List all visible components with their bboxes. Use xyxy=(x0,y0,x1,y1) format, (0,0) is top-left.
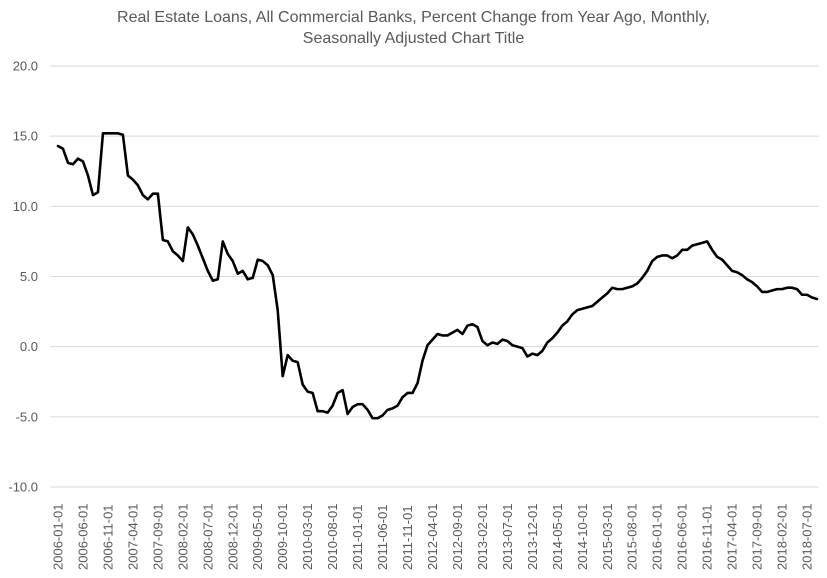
x-tick-label: 2009-10-01 xyxy=(275,504,290,571)
x-tick-label: 2011-11-01 xyxy=(400,505,415,570)
x-tick-label: 2008-02-01 xyxy=(175,504,190,571)
x-tick-label: 2009-05-01 xyxy=(250,504,265,571)
x-tick-label: 2012-09-01 xyxy=(450,504,465,571)
y-tick-label: 20.0 xyxy=(13,59,38,74)
x-axis-tick-labels: 2006-01-01 2006-06-01 2006-11-01 2007-04-01… xyxy=(51,504,815,571)
y-tick-label: 0.0 xyxy=(20,339,38,354)
x-tick-label: 2010-03-01 xyxy=(300,504,315,571)
x-tick-label: 2018-02-01 xyxy=(775,504,790,571)
x-tick-label: 2015-08-01 xyxy=(625,504,640,571)
grid-lines xyxy=(50,65,819,488)
x-tick-label: 2011-01-01 xyxy=(350,504,365,570)
x-tick-label: 2016-06-01 xyxy=(675,504,690,571)
y-tick-label: 10.0 xyxy=(13,199,38,214)
x-tick-label: 2012-04-01 xyxy=(425,504,440,571)
y-tick-label: -10.0 xyxy=(8,480,38,495)
x-tick-label: 2006-01-01 xyxy=(51,504,66,571)
x-tick-label: 2008-12-01 xyxy=(225,504,240,571)
y-tick-label: 15.0 xyxy=(13,129,38,144)
chart-title-line-2: Seasonally Adjusted Chart Title xyxy=(303,30,525,47)
x-tick-label: 2018-07-01 xyxy=(800,504,815,571)
x-tick-label: 2013-12-01 xyxy=(525,504,540,571)
y-tick-label: 5.0 xyxy=(20,269,38,284)
x-tick-label: 2013-07-01 xyxy=(500,504,515,571)
series-line xyxy=(56,132,819,420)
x-tick-label: 2016-11-01 xyxy=(700,504,715,570)
x-tick-label: 2010-08-01 xyxy=(325,504,340,571)
x-tick-label: 2013-02-01 xyxy=(475,504,490,571)
x-tick-label: 2006-06-01 xyxy=(75,504,90,571)
x-tick-label: 2016-01-01 xyxy=(650,504,665,571)
x-tick-label: 2017-09-01 xyxy=(750,504,765,571)
x-tick-label: 2014-05-01 xyxy=(550,504,565,571)
x-tick-label: 2017-04-01 xyxy=(725,504,740,571)
chart-title-line-1: Real Estate Loans, All Commercial Banks,… xyxy=(117,9,710,26)
chart-title: Real Estate Loans, All Commercial Banks,… xyxy=(117,9,710,47)
x-tick-label: 2011-06-01 xyxy=(375,504,390,570)
series-group xyxy=(56,132,819,420)
x-tick-label: 2007-04-01 xyxy=(125,504,140,571)
y-tick-label: -5.0 xyxy=(16,409,38,424)
x-tick-label: 2014-10-01 xyxy=(575,504,590,571)
x-tick-label: 2015-03-01 xyxy=(600,504,615,571)
y-axis-tick-labels: -10.0 -5.0 0.0 5.0 10.0 15.0 20.0 xyxy=(8,59,38,495)
x-tick-label: 2008-07-01 xyxy=(200,504,215,571)
x-tick-label: 2006-11-01 xyxy=(100,504,115,570)
x-tick-label: 2007-09-01 xyxy=(150,504,165,571)
